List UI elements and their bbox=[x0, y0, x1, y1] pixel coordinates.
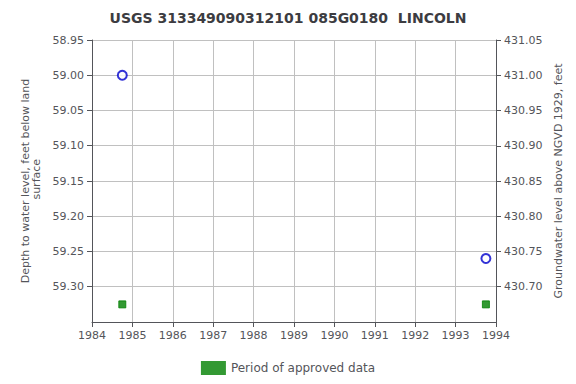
svg-text:430.85: 430.85 bbox=[504, 175, 543, 188]
svg-text:USGS 313349090312101 085G0180: USGS 313349090312101 085G0180 LINCOLN bbox=[110, 10, 467, 26]
svg-text:1991: 1991 bbox=[361, 329, 389, 342]
svg-text:430.75: 430.75 bbox=[504, 245, 543, 258]
svg-text:59.15: 59.15 bbox=[53, 175, 85, 188]
svg-text:59.10: 59.10 bbox=[53, 139, 85, 152]
svg-text:Groundwater level above NGVD 1: Groundwater level above NGVD 1929, feet bbox=[552, 63, 565, 299]
svg-text:Depth to water level, feet bel: Depth to water level, feet below land bbox=[18, 78, 32, 284]
svg-text:430.90: 430.90 bbox=[504, 139, 543, 152]
svg-text:surface: surface bbox=[30, 159, 43, 203]
svg-text:1992: 1992 bbox=[401, 329, 429, 342]
svg-text:431.05: 431.05 bbox=[504, 34, 543, 47]
svg-text:1987: 1987 bbox=[199, 329, 227, 342]
svg-text:59.25: 59.25 bbox=[53, 245, 85, 258]
svg-text:59.00: 59.00 bbox=[53, 69, 85, 82]
svg-text:1994: 1994 bbox=[482, 329, 510, 342]
svg-text:59.05: 59.05 bbox=[53, 104, 85, 117]
svg-text:430.70: 430.70 bbox=[504, 280, 543, 293]
svg-text:430.80: 430.80 bbox=[504, 210, 543, 223]
svg-text:1985: 1985 bbox=[118, 329, 146, 342]
svg-text:430.95: 430.95 bbox=[504, 104, 543, 117]
svg-text:1993: 1993 bbox=[442, 329, 470, 342]
svg-text:1990: 1990 bbox=[320, 329, 348, 342]
svg-text:431.00: 431.00 bbox=[504, 69, 543, 82]
svg-text:1984: 1984 bbox=[78, 329, 106, 342]
svg-text:1986: 1986 bbox=[159, 329, 187, 342]
svg-text:Period of approved data: Period of approved data bbox=[231, 361, 375, 375]
svg-text:1988: 1988 bbox=[240, 329, 268, 342]
svg-text:59.20: 59.20 bbox=[53, 210, 85, 223]
svg-text:58.95: 58.95 bbox=[53, 34, 85, 47]
svg-text:59.30: 59.30 bbox=[53, 280, 85, 293]
svg-text:1989: 1989 bbox=[280, 329, 308, 342]
